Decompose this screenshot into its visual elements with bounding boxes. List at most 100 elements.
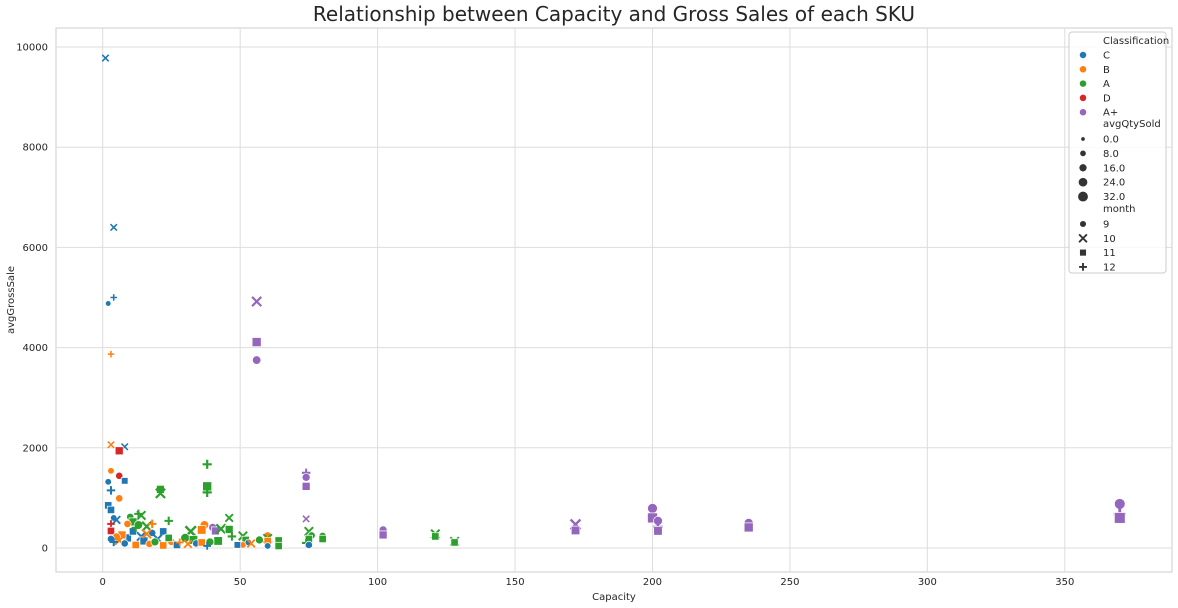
data-point — [150, 537, 160, 547]
data-point — [653, 526, 663, 536]
data-point — [743, 522, 754, 533]
y-tick-label: 8000 — [23, 143, 48, 154]
legend-square-marker — [1079, 248, 1087, 257]
data-point — [264, 542, 272, 550]
legend-size-marker — [1079, 149, 1087, 157]
data-point — [431, 532, 440, 541]
x-tick-label: 100 — [368, 577, 387, 588]
legend-size-label: 8.0 — [1103, 149, 1119, 160]
data-point — [147, 519, 157, 529]
data-point — [1114, 498, 1126, 510]
data-point — [570, 525, 581, 536]
data-points — [101, 54, 1126, 550]
legend-style-label: 12 — [1103, 262, 1116, 273]
y-tick-label: 2000 — [23, 443, 48, 454]
data-point — [114, 446, 124, 456]
data-point — [121, 477, 129, 485]
data-point — [251, 296, 263, 307]
data-point — [302, 515, 310, 523]
legend-hue-title: Classification — [1103, 36, 1169, 47]
data-point — [197, 538, 206, 547]
legend-size-title: avgQtySold — [1103, 119, 1161, 130]
x-tick-label: 200 — [643, 577, 662, 588]
legend-x-marker — [1078, 233, 1088, 243]
data-point — [109, 537, 118, 547]
x-axis-label: Capacity — [592, 592, 636, 603]
data-point — [304, 540, 313, 549]
data-point — [115, 494, 124, 503]
data-point — [136, 510, 147, 521]
y-tick-label: 4000 — [23, 343, 48, 354]
data-point — [105, 300, 112, 307]
legend-size-marker — [1080, 136, 1086, 142]
legend-marker-b — [1079, 65, 1087, 74]
chart-title: Relationship between Capacity and Gross … — [313, 2, 915, 26]
data-point — [112, 515, 121, 525]
data-point — [106, 505, 116, 514]
y-tick-label: 10000 — [16, 43, 48, 54]
data-point — [213, 536, 223, 546]
data-point — [106, 526, 116, 535]
legend-marker-a — [1079, 79, 1087, 88]
data-point — [318, 534, 327, 543]
legend-style-label: 10 — [1103, 234, 1116, 245]
data-point — [233, 541, 242, 549]
data-point — [110, 294, 117, 301]
data-point — [224, 513, 234, 523]
data-point — [159, 527, 168, 536]
data-point — [202, 487, 212, 497]
data-point — [378, 530, 388, 540]
legend-plus-marker — [1079, 262, 1087, 271]
y-tick-label: 0 — [42, 543, 48, 554]
data-point — [1114, 512, 1126, 524]
legend-size-marker — [1077, 177, 1089, 188]
data-point — [252, 355, 262, 365]
x-tick-label: 300 — [918, 577, 937, 588]
data-point — [251, 337, 262, 347]
x-tick-label: 250 — [780, 577, 799, 588]
data-point — [109, 223, 118, 232]
legend-size-label: 24.0 — [1103, 178, 1125, 189]
legend-style-label: 9 — [1103, 220, 1109, 231]
data-point — [101, 54, 110, 62]
legend-label: A+ — [1103, 108, 1118, 119]
data-point — [450, 538, 459, 547]
data-point — [123, 519, 132, 528]
x-axis-ticks: 0 50 100 150 200 250 300 350 — [100, 577, 1075, 588]
data-point — [159, 541, 168, 550]
legend-label: D — [1103, 93, 1111, 104]
data-point — [107, 441, 115, 449]
legend-style-title: month — [1103, 204, 1135, 215]
legend-label: A — [1103, 79, 1110, 90]
data-point — [107, 520, 115, 528]
legend-marker-aplus — [1079, 108, 1087, 117]
x-tick-label: 150 — [505, 577, 524, 588]
data-point — [164, 533, 173, 542]
legend-circle-marker — [1079, 220, 1087, 228]
legend-marker-c — [1079, 51, 1087, 59]
x-tick-label: 350 — [1055, 577, 1074, 588]
data-point — [172, 540, 181, 549]
y-tick-label: 6000 — [23, 243, 48, 254]
legend-marker-d — [1079, 93, 1087, 102]
data-point — [224, 525, 234, 534]
data-point — [215, 523, 227, 535]
data-point — [203, 542, 211, 550]
data-point — [131, 523, 140, 533]
data-point — [227, 532, 237, 541]
data-point — [274, 541, 283, 550]
legend-size-label: 16.0 — [1103, 163, 1125, 174]
plot-area — [55, 27, 1173, 573]
legend-size-marker — [1077, 190, 1089, 203]
data-point — [120, 539, 129, 548]
data-point — [141, 528, 152, 539]
data-point — [197, 525, 207, 535]
legend-box — [1068, 31, 1167, 274]
data-point — [115, 471, 124, 480]
legend-label: B — [1103, 65, 1110, 76]
data-point — [155, 487, 166, 499]
legend-size-label: 32.0 — [1103, 192, 1125, 203]
